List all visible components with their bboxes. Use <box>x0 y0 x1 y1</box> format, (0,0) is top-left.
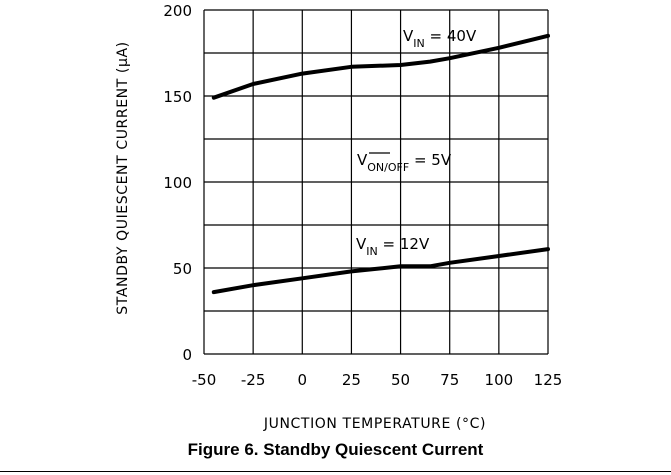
chart-svg: -50 -25 0 25 50 75 100 125 0 50 100 150 200 JUNCTION… <box>115 2 562 432</box>
x-tick-label: 50 <box>391 371 410 389</box>
series-line-vin-40v <box>211 33 550 100</box>
series-lines <box>211 33 550 295</box>
bottom-rule <box>0 471 671 472</box>
y-tick-label: 200 <box>163 2 192 20</box>
series-label-vin-12v: VIN = 12V <box>356 235 430 258</box>
x-tick-label: 75 <box>440 371 459 389</box>
figure-caption: Figure 6. Standby Quiescent Current <box>187 440 484 459</box>
svg-text:VIN = 12V: VIN = 12V <box>356 235 430 258</box>
grid <box>203 9 549 355</box>
y-tick-label: 150 <box>163 88 192 106</box>
x-axis-label: JUNCTION TEMPERATURE (°C) <box>263 416 486 432</box>
x-tick-label: 0 <box>298 371 308 389</box>
y-tick-label: 100 <box>163 174 192 192</box>
x-tick-label: -50 <box>192 371 217 389</box>
x-tick-label: 125 <box>534 371 563 389</box>
annotation-von-off: VON/OFF = 5V <box>357 151 452 174</box>
series-line-vin-12v <box>211 247 550 295</box>
y-tick-label: 50 <box>173 260 192 278</box>
tick-labels: -50 -25 0 25 50 75 100 125 0 50 100 150 200 <box>163 2 562 389</box>
svg-text:VON/OFF = 5V: VON/OFF = 5V <box>357 151 452 174</box>
y-tick-label: 0 <box>182 346 192 364</box>
svg-text:VIN = 40V: VIN = 40V <box>403 27 477 50</box>
x-tick-label: 100 <box>485 371 514 389</box>
series-label-vin-40v: VIN = 40V <box>403 27 477 50</box>
x-tick-label: 25 <box>342 371 361 389</box>
x-tick-label: -25 <box>241 371 266 389</box>
y-axis-label: STANDBY QUIESCENT CURRENT (μA) <box>115 41 131 314</box>
